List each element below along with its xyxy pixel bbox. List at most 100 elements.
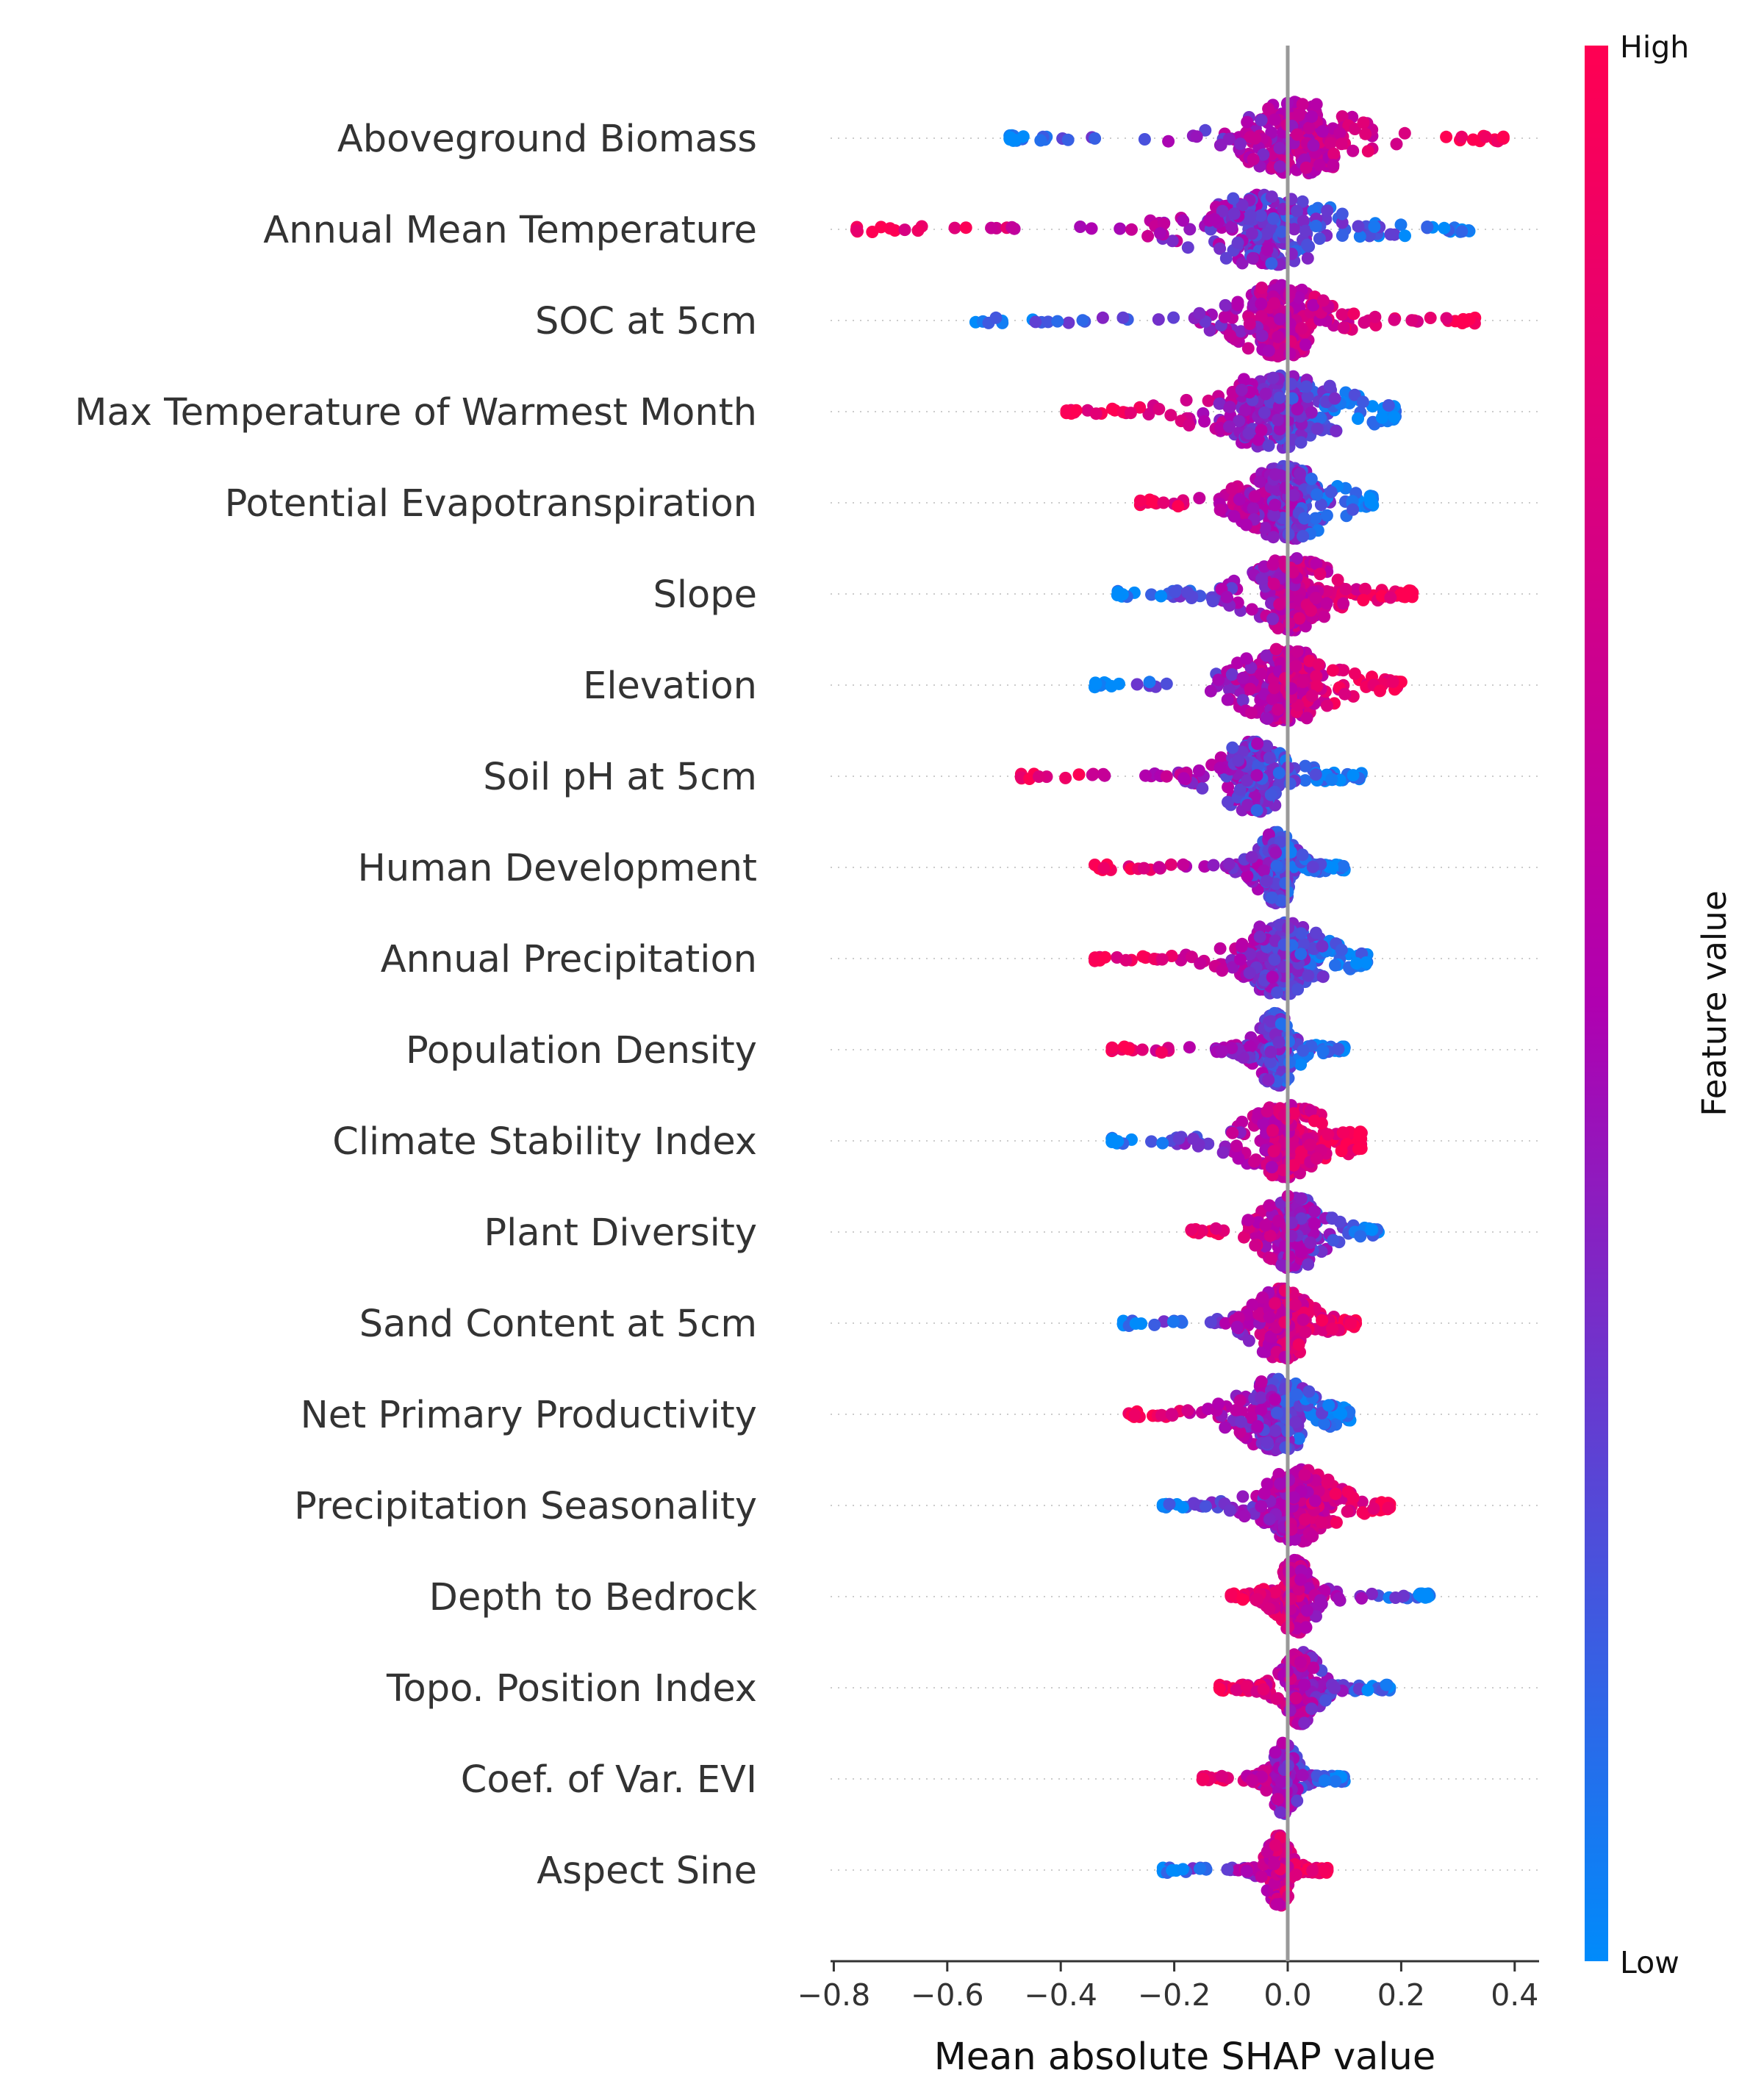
shap-point <box>1202 1137 1215 1150</box>
shap-point <box>1322 1399 1335 1412</box>
shap-point <box>989 311 1003 324</box>
shap-point <box>1295 322 1308 335</box>
shap-point <box>1268 953 1281 966</box>
shap-point <box>1165 1408 1178 1421</box>
shap-point <box>1347 503 1360 516</box>
shap-point <box>1300 712 1313 725</box>
shap-point <box>1297 676 1310 689</box>
shap-point <box>1221 693 1234 706</box>
shap-point <box>1269 468 1282 481</box>
shap-point <box>1254 209 1267 222</box>
shap-point <box>1262 439 1275 452</box>
shap-point <box>1399 229 1411 243</box>
shap-point <box>1302 121 1316 135</box>
shap-point <box>1255 1375 1268 1388</box>
shap-point <box>1361 1683 1374 1697</box>
shap-point <box>1251 1419 1264 1433</box>
shap-point <box>1250 1593 1263 1606</box>
shap-point <box>1249 1239 1262 1252</box>
shap-point <box>1496 131 1510 144</box>
shap-point <box>1164 409 1177 422</box>
shap-point <box>1172 1132 1186 1145</box>
shap-point <box>1215 1769 1228 1783</box>
shap-point <box>1225 1042 1238 1055</box>
shap-point <box>1234 953 1247 966</box>
shap-point <box>1333 126 1347 140</box>
shap-point <box>1162 135 1175 148</box>
shap-point <box>1267 1145 1280 1158</box>
shap-point <box>1245 603 1258 616</box>
shap-point <box>1273 142 1286 154</box>
shap-point <box>1316 1314 1329 1327</box>
shap-point <box>1327 1233 1340 1247</box>
shap-point <box>1268 509 1281 522</box>
shap-point <box>1306 860 1319 873</box>
shap-point <box>1348 667 1361 680</box>
shap-point <box>1354 1230 1367 1243</box>
shap-point <box>1386 675 1399 688</box>
shap-point <box>1294 1655 1307 1669</box>
shap-point <box>1130 678 1144 691</box>
shap-point <box>1289 659 1302 673</box>
shap-point <box>1235 384 1248 396</box>
shap-point <box>1062 316 1075 329</box>
shap-point <box>1302 1258 1315 1271</box>
shap-point <box>1241 115 1254 129</box>
shap-point <box>1294 948 1308 961</box>
shap-point <box>1226 741 1239 754</box>
shap-point <box>1246 1774 1258 1787</box>
shap-point <box>1193 492 1206 505</box>
shap-point <box>1230 1139 1243 1153</box>
shap-point <box>1074 221 1087 233</box>
shap-point <box>1363 229 1376 243</box>
shap-point <box>1320 597 1333 610</box>
shap-point <box>1327 159 1340 172</box>
shap-point <box>1265 257 1278 270</box>
shap-point <box>1243 318 1256 330</box>
shap-point <box>1233 1394 1247 1407</box>
shap-point <box>985 221 998 234</box>
shap-point <box>1330 1516 1343 1529</box>
shap-point <box>1253 475 1266 488</box>
shap-point <box>1152 313 1165 326</box>
shap-point <box>1316 939 1329 953</box>
shap-point <box>1032 770 1045 783</box>
shap-point <box>1166 234 1179 248</box>
shap-point <box>1257 148 1270 161</box>
shap-point <box>1272 622 1285 635</box>
shap-point <box>1273 423 1286 436</box>
shap-point <box>1324 485 1338 498</box>
shap-point <box>1268 681 1281 695</box>
shap-point <box>1181 1404 1194 1417</box>
shap-point <box>1421 221 1434 233</box>
shap-point <box>1274 160 1286 173</box>
shap-point <box>1133 401 1147 414</box>
shap-point <box>1241 798 1254 812</box>
shap-point <box>1230 1320 1244 1333</box>
shap-point <box>1262 102 1275 115</box>
shap-point <box>1223 420 1236 433</box>
shap-point <box>1231 298 1244 312</box>
shap-point <box>1388 410 1401 423</box>
shap-point <box>1097 862 1111 875</box>
shap-point <box>1233 415 1246 428</box>
shap-point <box>1274 348 1286 362</box>
shap-point <box>1222 781 1235 794</box>
shap-point <box>1332 1042 1345 1056</box>
shap-point <box>850 224 864 237</box>
shap-point <box>1213 397 1226 410</box>
shap-point <box>1318 610 1331 623</box>
shap-point <box>1291 1794 1304 1808</box>
shap-point <box>1354 1125 1367 1139</box>
shap-point <box>1283 777 1297 790</box>
shap-point <box>1463 312 1476 326</box>
shap-point <box>1402 584 1416 597</box>
shap-point <box>1250 769 1263 782</box>
shap-point <box>1180 393 1193 407</box>
shap-point <box>1288 1298 1302 1311</box>
shap-point <box>1261 739 1274 753</box>
shap-point <box>1185 1223 1198 1236</box>
shap-point <box>1097 767 1110 781</box>
shap-point <box>1269 1297 1282 1310</box>
